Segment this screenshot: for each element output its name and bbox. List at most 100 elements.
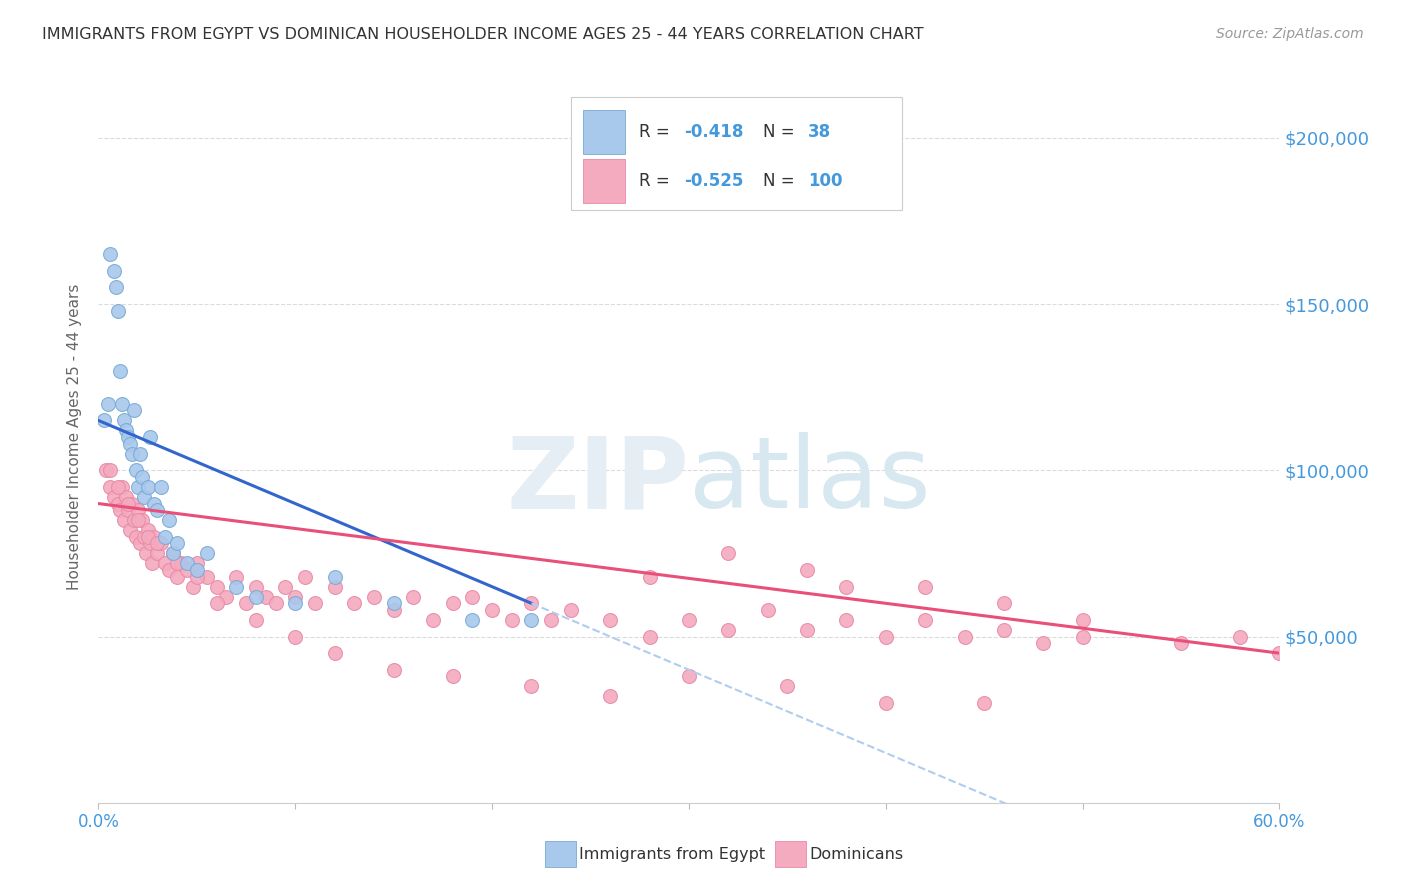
Point bbox=[150, 536, 173, 550]
Text: atlas: atlas bbox=[689, 433, 931, 530]
Point bbox=[540, 613, 562, 627]
Point bbox=[481, 603, 503, 617]
Point bbox=[136, 480, 159, 494]
FancyBboxPatch shape bbox=[571, 97, 901, 211]
Point bbox=[166, 570, 188, 584]
Point bbox=[162, 546, 184, 560]
Point bbox=[274, 580, 297, 594]
Point bbox=[112, 413, 135, 427]
Point bbox=[132, 530, 155, 544]
Point bbox=[520, 680, 543, 694]
Point bbox=[382, 596, 405, 610]
FancyBboxPatch shape bbox=[775, 841, 806, 867]
Point bbox=[1268, 646, 1291, 660]
Text: -0.525: -0.525 bbox=[685, 172, 744, 190]
Point bbox=[150, 480, 173, 494]
Point bbox=[118, 436, 141, 450]
Point bbox=[115, 490, 138, 504]
Point bbox=[205, 580, 228, 594]
Point bbox=[402, 590, 425, 604]
Point bbox=[157, 563, 180, 577]
Point bbox=[382, 663, 405, 677]
Point bbox=[254, 590, 277, 604]
Point bbox=[914, 580, 936, 594]
Point bbox=[1032, 636, 1054, 650]
Point bbox=[105, 280, 128, 294]
Point bbox=[122, 403, 145, 417]
Point bbox=[170, 557, 193, 571]
Point bbox=[138, 536, 160, 550]
FancyBboxPatch shape bbox=[582, 160, 626, 202]
Point bbox=[835, 613, 858, 627]
Point bbox=[461, 590, 484, 604]
Point bbox=[141, 557, 163, 571]
Text: R =: R = bbox=[640, 172, 675, 190]
Point bbox=[294, 570, 316, 584]
Point bbox=[1071, 613, 1094, 627]
Point bbox=[235, 596, 257, 610]
FancyBboxPatch shape bbox=[546, 841, 575, 867]
Text: 38: 38 bbox=[808, 123, 831, 141]
Point bbox=[117, 497, 139, 511]
Point bbox=[111, 397, 134, 411]
Point bbox=[638, 630, 661, 644]
Point bbox=[107, 480, 129, 494]
Point bbox=[97, 397, 120, 411]
Point bbox=[176, 563, 198, 577]
Point bbox=[136, 530, 159, 544]
Point bbox=[284, 630, 307, 644]
Point bbox=[166, 557, 188, 571]
Point bbox=[121, 497, 143, 511]
Point bbox=[441, 596, 464, 610]
Point bbox=[142, 497, 165, 511]
Point bbox=[835, 580, 858, 594]
Point bbox=[142, 530, 165, 544]
Point bbox=[323, 646, 346, 660]
Point bbox=[186, 557, 208, 571]
FancyBboxPatch shape bbox=[582, 111, 626, 153]
Point bbox=[245, 580, 267, 594]
Point bbox=[186, 570, 208, 584]
Point bbox=[953, 630, 976, 644]
Point bbox=[382, 603, 405, 617]
Text: IMMIGRANTS FROM EGYPT VS DOMINICAN HOUSEHOLDER INCOME AGES 25 - 44 YEARS CORRELA: IMMIGRANTS FROM EGYPT VS DOMINICAN HOUSE… bbox=[42, 27, 924, 42]
Point bbox=[111, 480, 134, 494]
Point bbox=[323, 570, 346, 584]
Text: ZIP: ZIP bbox=[506, 433, 689, 530]
Point bbox=[107, 303, 129, 318]
Text: Dominicans: Dominicans bbox=[810, 847, 904, 862]
Point bbox=[107, 497, 129, 511]
Point bbox=[125, 463, 148, 477]
Point bbox=[225, 580, 247, 594]
Point bbox=[1071, 630, 1094, 644]
Point bbox=[599, 690, 621, 704]
Point bbox=[599, 613, 621, 627]
Point bbox=[717, 546, 740, 560]
Point bbox=[98, 480, 121, 494]
Point bbox=[215, 590, 238, 604]
Point bbox=[875, 630, 897, 644]
Point bbox=[323, 580, 346, 594]
Point bbox=[245, 613, 267, 627]
Point bbox=[678, 613, 700, 627]
Point bbox=[96, 463, 118, 477]
Point bbox=[875, 696, 897, 710]
Point bbox=[520, 613, 543, 627]
Point bbox=[166, 536, 188, 550]
Point bbox=[264, 596, 287, 610]
Point bbox=[128, 447, 150, 461]
Y-axis label: Householder Income Ages 25 - 44 years: Householder Income Ages 25 - 44 years bbox=[67, 284, 83, 591]
Point bbox=[155, 557, 177, 571]
Text: Immigrants from Egypt: Immigrants from Egypt bbox=[579, 847, 765, 862]
Point bbox=[98, 463, 121, 477]
Point bbox=[914, 613, 936, 627]
Point bbox=[115, 424, 138, 438]
Point bbox=[136, 523, 159, 537]
Point bbox=[186, 563, 208, 577]
Point bbox=[195, 570, 218, 584]
Point bbox=[195, 546, 218, 560]
Point bbox=[108, 503, 131, 517]
Point bbox=[973, 696, 995, 710]
Point bbox=[796, 623, 818, 637]
Point bbox=[717, 623, 740, 637]
